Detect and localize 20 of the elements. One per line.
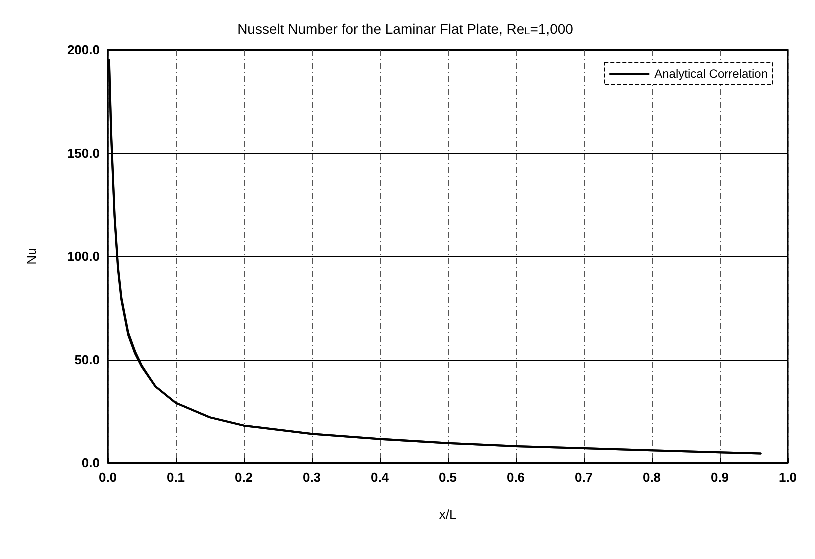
x-tick-label: 0.5	[438, 470, 458, 485]
y-tick-label: 0.0	[82, 456, 100, 470]
y-tick-label: 150.0	[67, 146, 100, 161]
chart-title: Nusselt Number for the Laminar Flat Plate, ReL=1,000	[238, 21, 574, 38]
x-axis-title: x/L	[439, 507, 457, 522]
x-tick-label: 0.1	[166, 470, 186, 485]
x-tick-label: 0.6	[506, 470, 526, 485]
y-tick-label: 50.0	[74, 352, 100, 368]
x-tick-label: 1.0	[778, 470, 798, 485]
y-axis-title: Nu	[24, 248, 39, 265]
x-tick-label: 0.7	[574, 470, 594, 485]
x-tick-label: 0.3	[302, 470, 322, 485]
x-tick-label: 0.0	[98, 470, 118, 485]
y-tick-label: 200.0	[67, 42, 100, 58]
y-tick-label: 100.0	[67, 249, 100, 264]
x-tick-label: 0.4	[370, 470, 390, 485]
legend-label: Analytical Correlation	[654, 67, 768, 81]
x-tick-label: 0.8	[642, 470, 662, 485]
x-tick-label: 0.2	[234, 470, 254, 485]
x-tick-label: 0.9	[710, 470, 730, 485]
